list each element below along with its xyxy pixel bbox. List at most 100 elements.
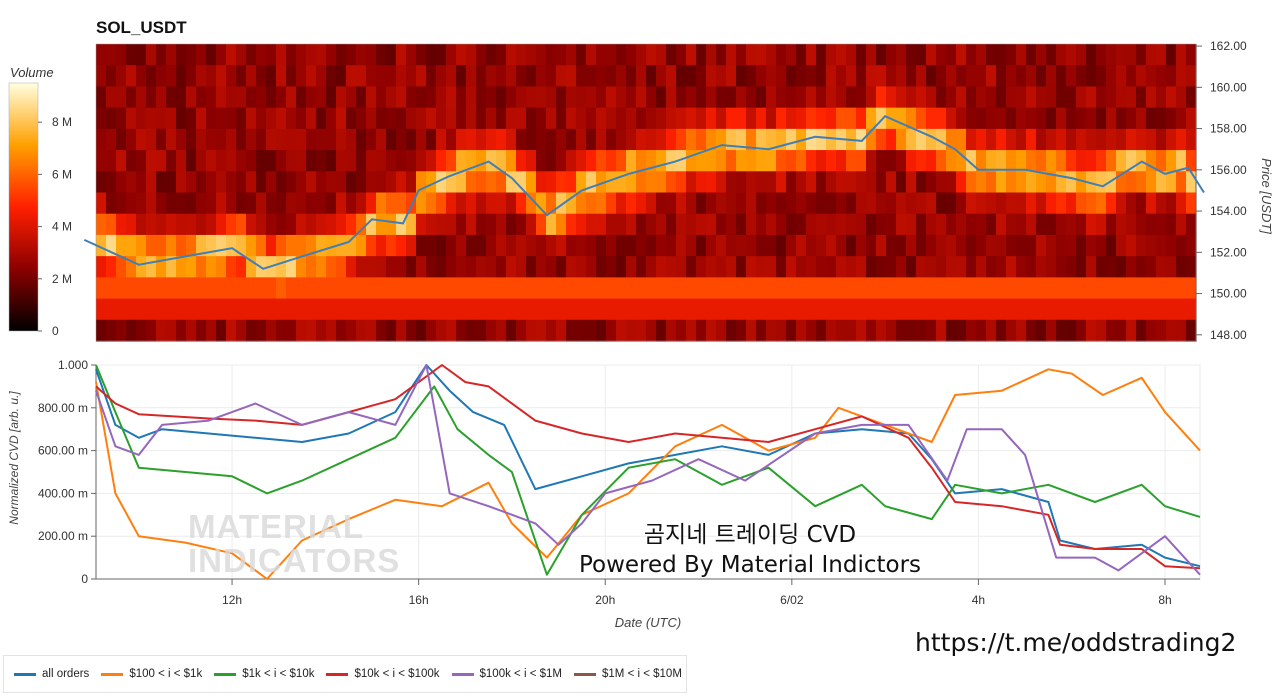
heatmap-cell <box>1016 298 1027 321</box>
heatmap-cell <box>746 192 757 215</box>
heatmap-cell <box>696 171 707 194</box>
heatmap-cell <box>166 256 177 278</box>
heatmap-cell <box>396 150 407 172</box>
heatmap-cell <box>156 277 167 300</box>
heatmap-cell <box>596 171 607 194</box>
heatmap-cell <box>996 150 1007 172</box>
heatmap-cell <box>1136 298 1147 321</box>
heatmap-cell <box>776 277 787 300</box>
heatmap-cell <box>916 213 927 236</box>
legend-item[interactable]: $100 < i < $1k <box>101 668 202 680</box>
heatmap-cell <box>1026 128 1037 151</box>
heatmap-cell <box>1106 277 1117 300</box>
heatmap-cell <box>306 319 317 342</box>
heatmap-cell <box>596 256 607 278</box>
heatmap-cell <box>506 107 517 130</box>
heatmap-cell <box>576 192 587 215</box>
heatmap-cell <box>936 234 947 257</box>
heatmap-cell <box>456 128 467 151</box>
heatmap-cell <box>756 86 767 109</box>
heatmap-cell <box>966 65 977 88</box>
heatmap-cell <box>536 65 547 88</box>
heatmap-cell <box>196 213 207 236</box>
heatmap-cell <box>916 298 927 321</box>
heatmap-cell <box>866 256 877 278</box>
heatmap-cell <box>306 171 317 194</box>
legend-item[interactable]: all orders <box>14 668 89 680</box>
heatmap-cell <box>646 277 657 300</box>
heatmap-cell <box>876 319 887 342</box>
heatmap-cell <box>216 319 227 342</box>
heatmap-cell <box>676 298 687 321</box>
heatmap-cell <box>96 128 107 151</box>
heatmap-cell <box>1156 256 1167 278</box>
heatmap-cell <box>896 128 907 151</box>
heatmap-cell <box>306 277 317 300</box>
heatmap-cell <box>916 65 927 88</box>
heatmap-cell <box>676 319 687 342</box>
heatmap-cell <box>176 44 187 66</box>
telegram-link[interactable]: https://t.me/oddstrading2 <box>915 628 1237 657</box>
heatmap-cell <box>316 256 327 278</box>
heatmap-cell <box>876 65 887 88</box>
heatmap-cell <box>1166 171 1177 194</box>
heatmap-cell <box>166 44 177 66</box>
heatmap-cell <box>656 277 667 300</box>
heatmap-cell <box>416 234 427 257</box>
heatmap-cell <box>916 171 927 194</box>
heatmap-cell <box>586 192 597 215</box>
heatmap-cell <box>556 65 567 88</box>
heatmap-cell <box>936 213 947 236</box>
heatmap-cell <box>106 298 117 321</box>
legend-item[interactable]: $100k < i < $1M <box>451 668 562 680</box>
heatmap-cell <box>406 150 417 172</box>
heatmap-cell <box>906 277 917 300</box>
heatmap-cell <box>326 234 337 257</box>
heatmap-cell <box>1116 128 1127 151</box>
heatmap-cell <box>576 65 587 88</box>
heatmap-cell <box>306 298 317 321</box>
heatmap-cell <box>976 107 987 130</box>
heatmap-cell <box>866 150 877 172</box>
heatmap-cell <box>816 256 827 278</box>
heatmap-cell <box>726 44 737 66</box>
heatmap-cell <box>306 192 317 215</box>
heatmap-cell <box>746 44 757 66</box>
heatmap-cell <box>196 256 207 278</box>
heatmap-cell <box>346 86 357 109</box>
heatmap-cell <box>696 319 707 342</box>
heatmap-cell <box>396 44 407 66</box>
heatmap-cell <box>286 234 297 257</box>
heatmap-cell <box>786 298 797 321</box>
heatmap-cell <box>436 107 447 130</box>
heatmap-cell <box>856 256 867 278</box>
heatmap-cell <box>126 150 137 172</box>
heatmap-cell <box>116 319 127 342</box>
heatmap-cell <box>206 128 217 151</box>
heatmap-cell <box>1176 86 1187 109</box>
heatmap-cell <box>1046 319 1057 342</box>
heatmap-cell <box>886 213 897 236</box>
legend-item[interactable]: $1M < i < $10M <box>574 668 682 680</box>
heatmap-cell <box>626 65 637 88</box>
heatmap-cell <box>1006 256 1017 278</box>
heatmap-cell <box>166 171 177 194</box>
heatmap-cell <box>216 298 227 321</box>
legend-item[interactable]: $1k < i < $10k <box>214 668 314 680</box>
heatmap-cell <box>376 65 387 88</box>
heatmap-cell <box>996 319 1007 342</box>
heatmap-cell <box>846 86 857 109</box>
heatmap-cell <box>846 319 857 342</box>
heatmap-cell <box>326 213 337 236</box>
heatmap-cell <box>786 319 797 342</box>
heatmap-cell <box>336 319 347 342</box>
colorbar-tick-label: 4 M <box>52 220 72 234</box>
heatmap-cell <box>176 171 187 194</box>
heatmap-cell <box>316 192 327 215</box>
heatmap-cell <box>286 44 297 66</box>
heatmap-cell <box>456 86 467 109</box>
heatmap-cell <box>786 171 797 194</box>
legend-item[interactable]: $10k < i < $100k <box>326 668 440 680</box>
heatmap-cell <box>576 277 587 300</box>
heatmap-cell <box>1156 298 1167 321</box>
